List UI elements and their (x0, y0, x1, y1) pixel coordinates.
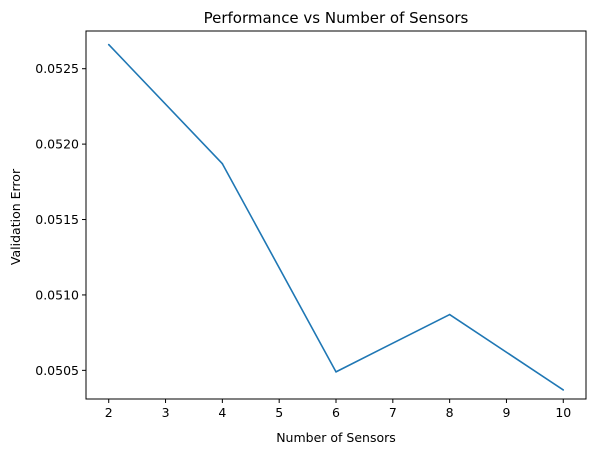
x-tick-label: 3 (162, 405, 170, 420)
x-axis-ticks: 2 3 4 5 6 7 8 9 10 (105, 399, 571, 420)
plot-frame (85, 30, 587, 400)
plot-area (85, 30, 587, 400)
x-tick-label: 8 (446, 405, 454, 420)
series-layer (107, 43, 565, 391)
x-axis-label: Number of Sensors (276, 430, 396, 445)
x-tick-label: 10 (555, 405, 571, 420)
data-point (221, 162, 224, 165)
y-tick-label: 0.0520 (35, 137, 79, 152)
x-tick-label: 5 (275, 405, 283, 420)
y-tick-label: 0.0525 (35, 61, 79, 76)
x-tick-label: 6 (332, 405, 340, 420)
data-point (448, 313, 451, 316)
y-tick-label: 0.0515 (35, 212, 79, 227)
chart-title: Performance vs Number of Sensors (204, 9, 469, 27)
data-point (562, 389, 565, 391)
data-point (107, 43, 110, 46)
x-tick-label: 4 (218, 405, 226, 420)
x-tick-label: 2 (105, 405, 113, 420)
x-tick-label: 7 (389, 405, 397, 420)
y-axis-ticks: 0.0505 0.0510 0.0515 0.0520 0.0525 (35, 61, 86, 378)
y-axis-label: Validation Error (8, 168, 23, 265)
y-tick-label: 0.0505 (35, 363, 79, 378)
x-tick-label: 9 (502, 405, 510, 420)
data-point (335, 371, 337, 373)
y-tick-label: 0.0510 (35, 287, 79, 302)
